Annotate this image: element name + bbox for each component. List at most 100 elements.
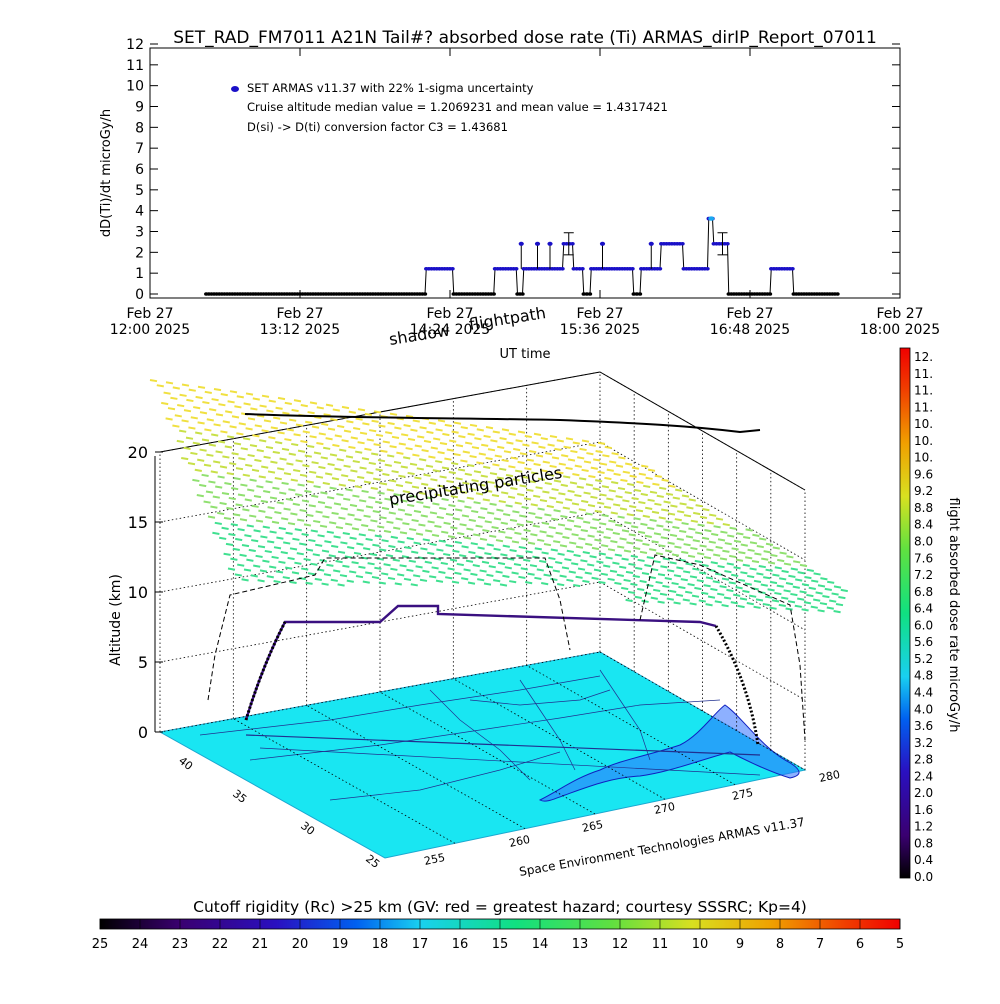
particle-mark: [181, 419, 189, 423]
particle-mark: [494, 454, 502, 458]
particle-mark: [697, 523, 705, 527]
particle-mark: [665, 520, 673, 524]
particle-mark: [655, 552, 664, 556]
particle-mark: [578, 508, 586, 512]
particle-mark: [395, 483, 404, 488]
altitude-gridline: [599, 441, 806, 561]
particle-mark: [630, 554, 638, 559]
particle-mark: [316, 406, 324, 410]
particle-mark: [783, 589, 791, 593]
particle-mark: [361, 523, 369, 528]
particle-mark: [578, 537, 586, 541]
particle-mark: [432, 469, 440, 473]
particle-mark: [465, 559, 474, 563]
particle-mark: [294, 528, 302, 532]
particle-mark: [676, 566, 684, 570]
x-tick-date: Feb 27: [276, 306, 323, 322]
particle-mark: [701, 591, 709, 595]
particle-mark: [329, 486, 337, 490]
data-point: [584, 292, 590, 296]
longitude-tick-label: 260: [508, 833, 531, 850]
particle-mark: [473, 533, 481, 537]
particle-mark: [591, 576, 599, 580]
particle-mark: [307, 444, 315, 449]
particle-mark: [756, 572, 764, 576]
particle-mark: [560, 483, 568, 487]
particle-mark: [649, 548, 657, 552]
particle-mark: [577, 567, 586, 571]
particle-mark: [614, 553, 622, 557]
particle-mark: [441, 466, 450, 470]
legend-line-1: SET ARMAS v11.37 with 22% 1-sigma uncert…: [247, 81, 534, 95]
particle-mark: [329, 453, 338, 457]
particle-mark: [661, 508, 669, 512]
particle-mark: [346, 579, 354, 583]
particle-mark: [479, 569, 487, 573]
particle-mark: [688, 498, 696, 502]
particle-mark: [258, 475, 266, 479]
particle-mark: [717, 564, 725, 569]
particle-mark: [264, 549, 272, 554]
particle-mark: [597, 501, 605, 505]
particle-mark: [335, 560, 343, 564]
particle-mark: [290, 512, 298, 516]
particle-mark: [315, 510, 323, 514]
particle-mark: [381, 506, 390, 511]
particle-mark: [424, 560, 432, 564]
particle-mark: [476, 461, 484, 465]
particle-mark: [332, 408, 340, 412]
particle-mark: [197, 421, 205, 425]
particle-mark: [339, 574, 348, 578]
particle-mark: [213, 423, 221, 427]
particle-mark: [543, 542, 552, 547]
data-point: [599, 241, 606, 246]
particle-mark: [461, 577, 469, 581]
particle-mark: [694, 586, 702, 591]
particle-mark: [505, 504, 513, 508]
particle-mark: [403, 424, 411, 428]
particle-mark: [667, 569, 675, 573]
particle-mark: [667, 541, 675, 545]
particle-mark: [526, 488, 534, 492]
y-tick-label: 5: [135, 183, 144, 199]
particle-mark: [523, 497, 532, 501]
particle-mark: [706, 548, 714, 552]
particle-mark: [506, 441, 514, 445]
particle-mark: [406, 537, 414, 541]
particle-mark: [806, 593, 814, 598]
particle-mark: [225, 410, 233, 414]
particle-mark: [540, 437, 548, 441]
particle-mark: [623, 549, 632, 553]
particle-mark: [448, 503, 456, 508]
particle-mark: [455, 508, 463, 512]
particle-mark: [259, 404, 267, 408]
particle-mark: [663, 500, 671, 504]
particle-mark: [697, 552, 705, 556]
particle-mark: [452, 517, 460, 521]
particle-mark: [767, 588, 775, 592]
particle-mark: [303, 557, 311, 562]
rigidity-colorbar-label: 8: [776, 937, 784, 952]
particle-mark: [410, 583, 418, 587]
particle-mark: [638, 472, 646, 476]
particle-mark: [397, 540, 405, 544]
particle-mark: [618, 456, 626, 460]
particle-mark: [197, 385, 206, 389]
particle-mark: [587, 534, 595, 538]
particle-mark: [259, 569, 268, 573]
particle-mark: [293, 399, 302, 403]
particle-mark: [287, 556, 295, 561]
y-tick-label: 2: [135, 245, 144, 261]
particle-mark: [462, 481, 470, 485]
particle-mark: [580, 528, 588, 533]
particle-mark: [723, 596, 732, 600]
particle-mark: [391, 502, 399, 506]
particle-mark: [708, 540, 716, 544]
particle-mark: [387, 576, 396, 581]
particle-mark: [533, 432, 542, 436]
particle-mark: [371, 575, 380, 580]
particle-mark: [553, 540, 561, 544]
particle-mark: [691, 594, 700, 598]
particle-mark: [352, 459, 360, 464]
